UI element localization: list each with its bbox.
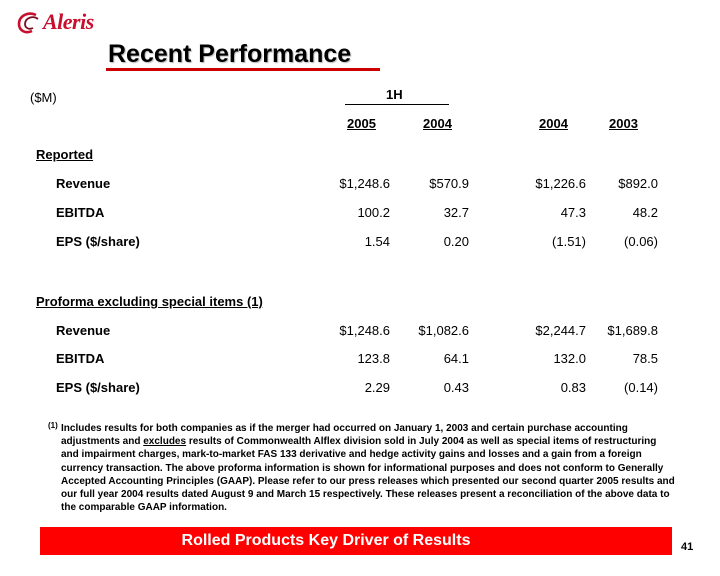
footnote-text-part: Includes results for both companies as i… (61, 423, 628, 448)
table-cell: 1.54 (364, 234, 390, 249)
table-cell: (0.14) (624, 380, 658, 395)
table-cell: 0.83 (560, 380, 586, 395)
table-cell: 0.43 (443, 380, 469, 395)
table-cell: $2,244.7 (535, 323, 586, 338)
table-cell: 100.2 (357, 205, 390, 220)
table-cell: $892.0 (618, 176, 658, 191)
table-cell: 78.5 (632, 351, 658, 366)
table-cell: 47.3 (560, 205, 586, 220)
column-header-fy-2003: 2003 (609, 116, 638, 131)
page-title: Recent Performance (108, 40, 352, 68)
table-cell: 64.1 (443, 351, 469, 366)
group-header-rule (345, 104, 449, 105)
column-header-1h-2004: 2004 (423, 116, 452, 131)
table-cell: 48.2 (632, 205, 658, 220)
table-cell: $1,248.6 (339, 323, 390, 338)
table-cell: (1.51) (552, 234, 586, 249)
column-header-fy-2004: 2004 (539, 116, 568, 131)
table-cell: $1,082.6 (418, 323, 469, 338)
footnote-underlined-word: excludes (143, 436, 187, 448)
table-cell: $1,248.6 (339, 176, 390, 191)
page-number: 41 (681, 541, 694, 553)
footnote-marker: (1) (48, 421, 58, 430)
table-cell: (0.06) (624, 234, 658, 249)
footnote: Includes results for both companies as i… (61, 422, 675, 514)
table-cell: 123.8 (357, 351, 390, 366)
section-title-reported: Reported (36, 147, 94, 162)
table-cell: 0.20 (443, 234, 469, 249)
footnote-text-part: results of Commonwealth Alflex division … (61, 436, 675, 514)
units-label: ($M) (30, 90, 57, 105)
table-cell: $1,226.6 (535, 176, 586, 191)
group-header-1h: 1H (386, 87, 403, 102)
aleris-swirl-logo-icon (17, 12, 39, 34)
table-cell: $1,689.8 (607, 323, 658, 338)
table-cell: 2.29 (364, 380, 390, 395)
brand-name: Aleris (43, 9, 94, 34)
table-cell: $570.9 (429, 176, 469, 191)
column-header-1h-2005: 2005 (347, 116, 376, 131)
row-label-revenue: Revenue (56, 323, 111, 338)
title-underline (106, 68, 380, 71)
row-label-ebitda: EBITDA (56, 351, 105, 366)
row-label-revenue: Revenue (56, 176, 111, 191)
banner-text: Rolled Products Key Driver of Results (181, 532, 471, 549)
table-cell: 132.0 (553, 351, 586, 366)
section-title-proforma: Proforma excluding special items (1) (36, 294, 263, 309)
row-label-eps: EPS ($/share) (56, 380, 140, 395)
table-cell: 32.7 (443, 205, 469, 220)
row-label-eps: EPS ($/share) (56, 234, 140, 249)
row-label-ebitda: EBITDA (56, 205, 105, 220)
key-message-banner: Rolled Products Key Driver of Results (40, 527, 672, 555)
